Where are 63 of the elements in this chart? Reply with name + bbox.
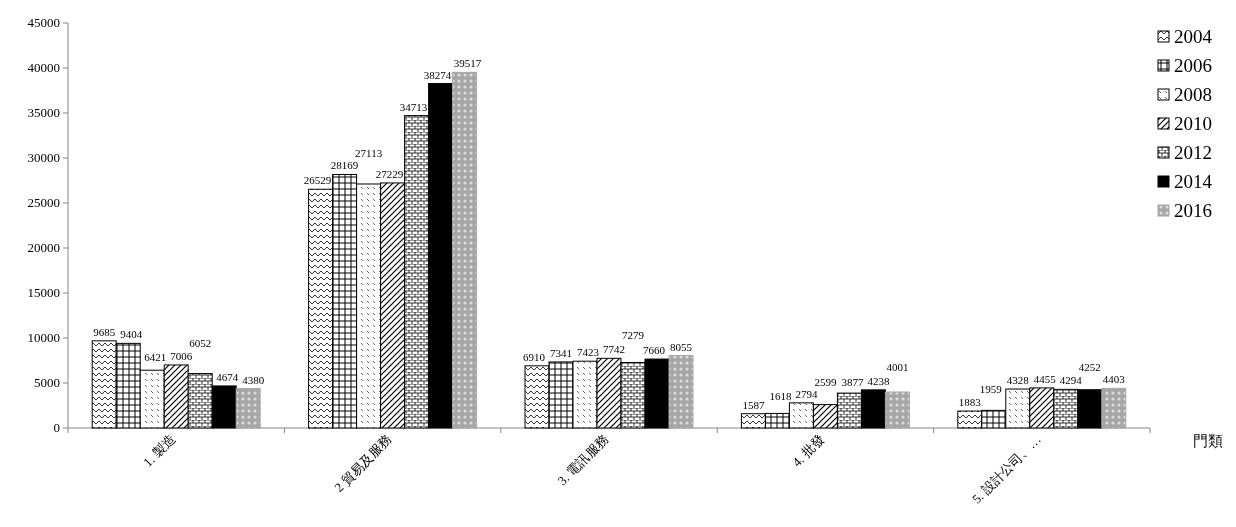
bar	[235, 388, 261, 429]
data-label: 39517	[453, 57, 482, 70]
data-label: 4252	[1078, 360, 1101, 373]
y-tick-label: 20000	[27, 240, 60, 255]
data-label: 4328	[1006, 374, 1030, 387]
data-label: 7742	[603, 343, 625, 356]
data-label: 27229	[375, 167, 404, 180]
data-label: 7006	[170, 349, 193, 362]
data-label: 34713	[399, 100, 428, 113]
data-label: 8055	[670, 340, 693, 353]
data-label: 9685	[93, 325, 116, 338]
data-label: 3877	[841, 376, 864, 389]
bar	[884, 391, 910, 429]
y-tick-label: 45000	[27, 15, 60, 30]
data-label: 7341	[550, 346, 572, 359]
x-tick-label: 2 貿易及服務	[331, 431, 395, 495]
x-axis-title: 門類	[1193, 433, 1223, 449]
legend-label: 2008	[1174, 84, 1212, 105]
bar	[452, 71, 478, 429]
y-tick-label: 5000	[34, 375, 60, 390]
y-tick-label: 40000	[27, 60, 60, 75]
data-label: 38274	[423, 68, 452, 81]
y-tick-label: 35000	[27, 105, 60, 120]
legend-label: 2004	[1174, 26, 1213, 47]
data-label: 1587	[742, 398, 765, 411]
x-tick-label: 3. 電訊服務	[554, 431, 612, 489]
data-label: 28169	[330, 159, 359, 172]
y-tick-label: 0	[53, 420, 60, 435]
data-label: 6910	[523, 350, 546, 363]
data-label: 6052	[189, 336, 212, 349]
data-label: 27113	[355, 146, 383, 159]
data-label: 1883	[958, 396, 982, 409]
x-tick-label: 5. 設計公司、…	[968, 431, 1044, 507]
bar	[668, 355, 694, 429]
legend-label: 2014	[1174, 171, 1213, 192]
data-label: 2599	[814, 375, 837, 388]
data-label: 4294	[1059, 374, 1083, 387]
x-tick-label: 4. 批發	[789, 431, 828, 470]
x-tick-label: 1. 製造	[140, 431, 179, 470]
y-tick-label: 15000	[27, 285, 60, 300]
y-tick-label: 25000	[27, 195, 60, 210]
data-label: 7279	[622, 329, 645, 342]
data-label: 1959	[979, 383, 1003, 396]
data-label: 4238	[867, 374, 890, 387]
data-label: 4455	[1033, 372, 1057, 385]
data-label: 6421	[144, 351, 167, 364]
data-label: 7423	[577, 346, 600, 359]
data-label: 1618	[769, 390, 792, 403]
bar	[1101, 387, 1127, 429]
data-label: 26529	[303, 174, 332, 187]
data-label: 2794	[795, 387, 818, 400]
data-label: 4001	[886, 360, 909, 373]
data-label: 4380	[242, 373, 265, 386]
data-label: 7660	[643, 344, 666, 357]
legend-label: 2012	[1174, 142, 1212, 163]
data-label: 9404	[120, 328, 143, 341]
y-tick-label: 30000	[27, 150, 60, 165]
data-label: 4403	[1102, 373, 1126, 386]
legend-label: 2010	[1174, 113, 1212, 134]
y-tick-label: 10000	[27, 330, 60, 345]
legend-label: 2016	[1174, 200, 1212, 221]
data-label: 4674	[216, 370, 239, 383]
legend-label: 2006	[1174, 55, 1212, 76]
